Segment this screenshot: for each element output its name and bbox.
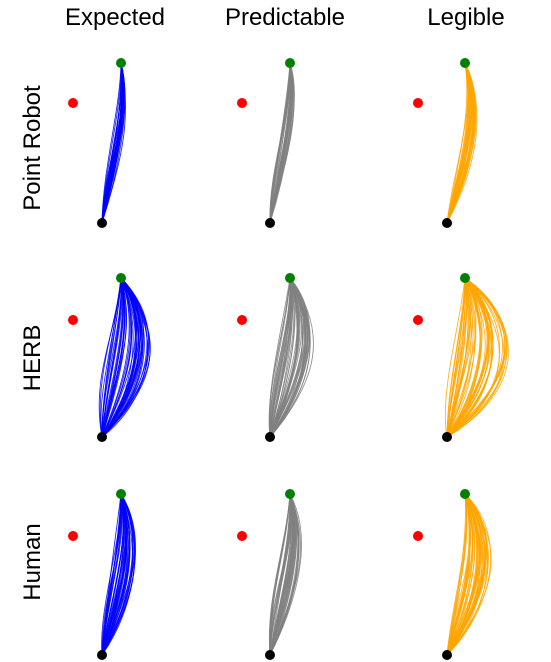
trajectory-panel: [68, 273, 151, 442]
goal-marker: [285, 273, 295, 283]
trajectory-line: [446, 277, 489, 438]
trajectory-line: [446, 277, 489, 438]
trajectory-line: [101, 277, 126, 438]
trajectory-line: [446, 493, 471, 656]
trajectory-line: [101, 62, 124, 224]
other-goal-marker: [237, 98, 247, 108]
trajectory-line: [101, 493, 124, 656]
trajectory-line: [269, 277, 293, 438]
trajectory-line: [446, 277, 472, 438]
start-marker: [265, 650, 275, 660]
goal-marker: [460, 489, 470, 499]
trajectory-line: [101, 277, 130, 438]
column-title-expected: Expected: [64, 4, 166, 31]
start-marker: [97, 218, 107, 228]
trajectory-line: [446, 62, 473, 224]
trajectory-line: [101, 277, 124, 438]
start-marker: [97, 432, 107, 442]
trajectory-line: [446, 493, 471, 656]
trajectory-line: [269, 277, 308, 438]
goal-marker: [116, 273, 126, 283]
trajectory-line: [446, 493, 476, 656]
trajectory-line: [269, 493, 291, 656]
start-marker: [442, 650, 452, 660]
trajectory-line: [446, 493, 477, 656]
other-goal-marker: [237, 315, 247, 325]
column-title-predictable: Predictable: [224, 4, 346, 31]
trajectory-panel: [413, 273, 509, 442]
trajectory-line: [101, 277, 132, 438]
trajectory-line: [446, 277, 501, 438]
trajectory-panel: [237, 273, 314, 442]
start-marker: [442, 432, 452, 442]
trajectory-line: [446, 62, 472, 224]
trajectory-line: [101, 277, 122, 438]
trajectory-line: [446, 277, 466, 438]
trajectory-line: [446, 277, 493, 438]
other-goal-marker: [413, 98, 423, 108]
trajectory-panel: [413, 58, 478, 228]
trajectory-line: [101, 277, 141, 438]
goal-marker: [460, 58, 470, 68]
trajectory-line: [269, 277, 291, 438]
trajectory-line: [269, 277, 303, 438]
trajectory-line: [269, 62, 292, 224]
trajectory-line: [101, 493, 135, 656]
start-marker: [265, 218, 275, 228]
trajectory-line: [446, 493, 467, 656]
trajectory-line: [269, 277, 306, 438]
other-goal-marker: [68, 315, 78, 325]
start-marker: [442, 218, 452, 228]
trajectory-line: [269, 277, 292, 438]
trajectory-line: [446, 277, 494, 438]
goal-marker: [285, 489, 295, 499]
goal-marker: [285, 58, 295, 68]
trajectory-panel: [68, 489, 136, 660]
other-goal-marker: [68, 531, 78, 541]
trajectory-line: [446, 493, 489, 656]
trajectory-line: [101, 62, 122, 224]
trajectory-line: [101, 277, 151, 438]
trajectory-line: [269, 493, 292, 656]
trajectory-line: [269, 277, 291, 438]
goal-marker: [116, 58, 126, 68]
trajectory-line: [446, 277, 492, 438]
trajectory-line: [446, 277, 508, 438]
trajectory-panel: [68, 58, 126, 228]
trajectory-panel: [237, 58, 295, 228]
trajectory-line: [446, 493, 483, 656]
trajectory-line: [446, 62, 476, 224]
goal-marker: [460, 273, 470, 283]
trajectory-line: [446, 277, 490, 438]
trajectory-line: [446, 277, 471, 438]
other-goal-marker: [68, 98, 78, 108]
trajectory-line: [101, 493, 122, 656]
start-marker: [97, 650, 107, 660]
trajectory-line: [101, 62, 122, 224]
trajectory-line: [98, 277, 122, 438]
trajectory-line: [446, 277, 477, 438]
trajectory-line: [269, 493, 300, 656]
other-goal-marker: [413, 315, 423, 325]
trajectory-line: [269, 62, 293, 224]
trajectory-line: [101, 493, 136, 656]
trajectory-panel: [237, 489, 302, 660]
column-title-legible: Legible: [427, 4, 505, 31]
goal-marker: [116, 489, 126, 499]
trajectory-line: [101, 277, 136, 438]
trajectory-line: [446, 493, 492, 656]
start-marker: [265, 432, 275, 442]
other-goal-marker: [413, 531, 423, 541]
other-goal-marker: [237, 531, 247, 541]
trajectory-line: [101, 277, 123, 438]
trajectory-line: [101, 493, 134, 656]
trajectory-line: [268, 277, 291, 438]
trajectory-line: [446, 277, 483, 438]
trajectory-line: [444, 277, 466, 438]
trajectory-line: [269, 62, 291, 224]
trajectory-panel: [413, 489, 492, 660]
trajectory-line: [269, 493, 294, 656]
